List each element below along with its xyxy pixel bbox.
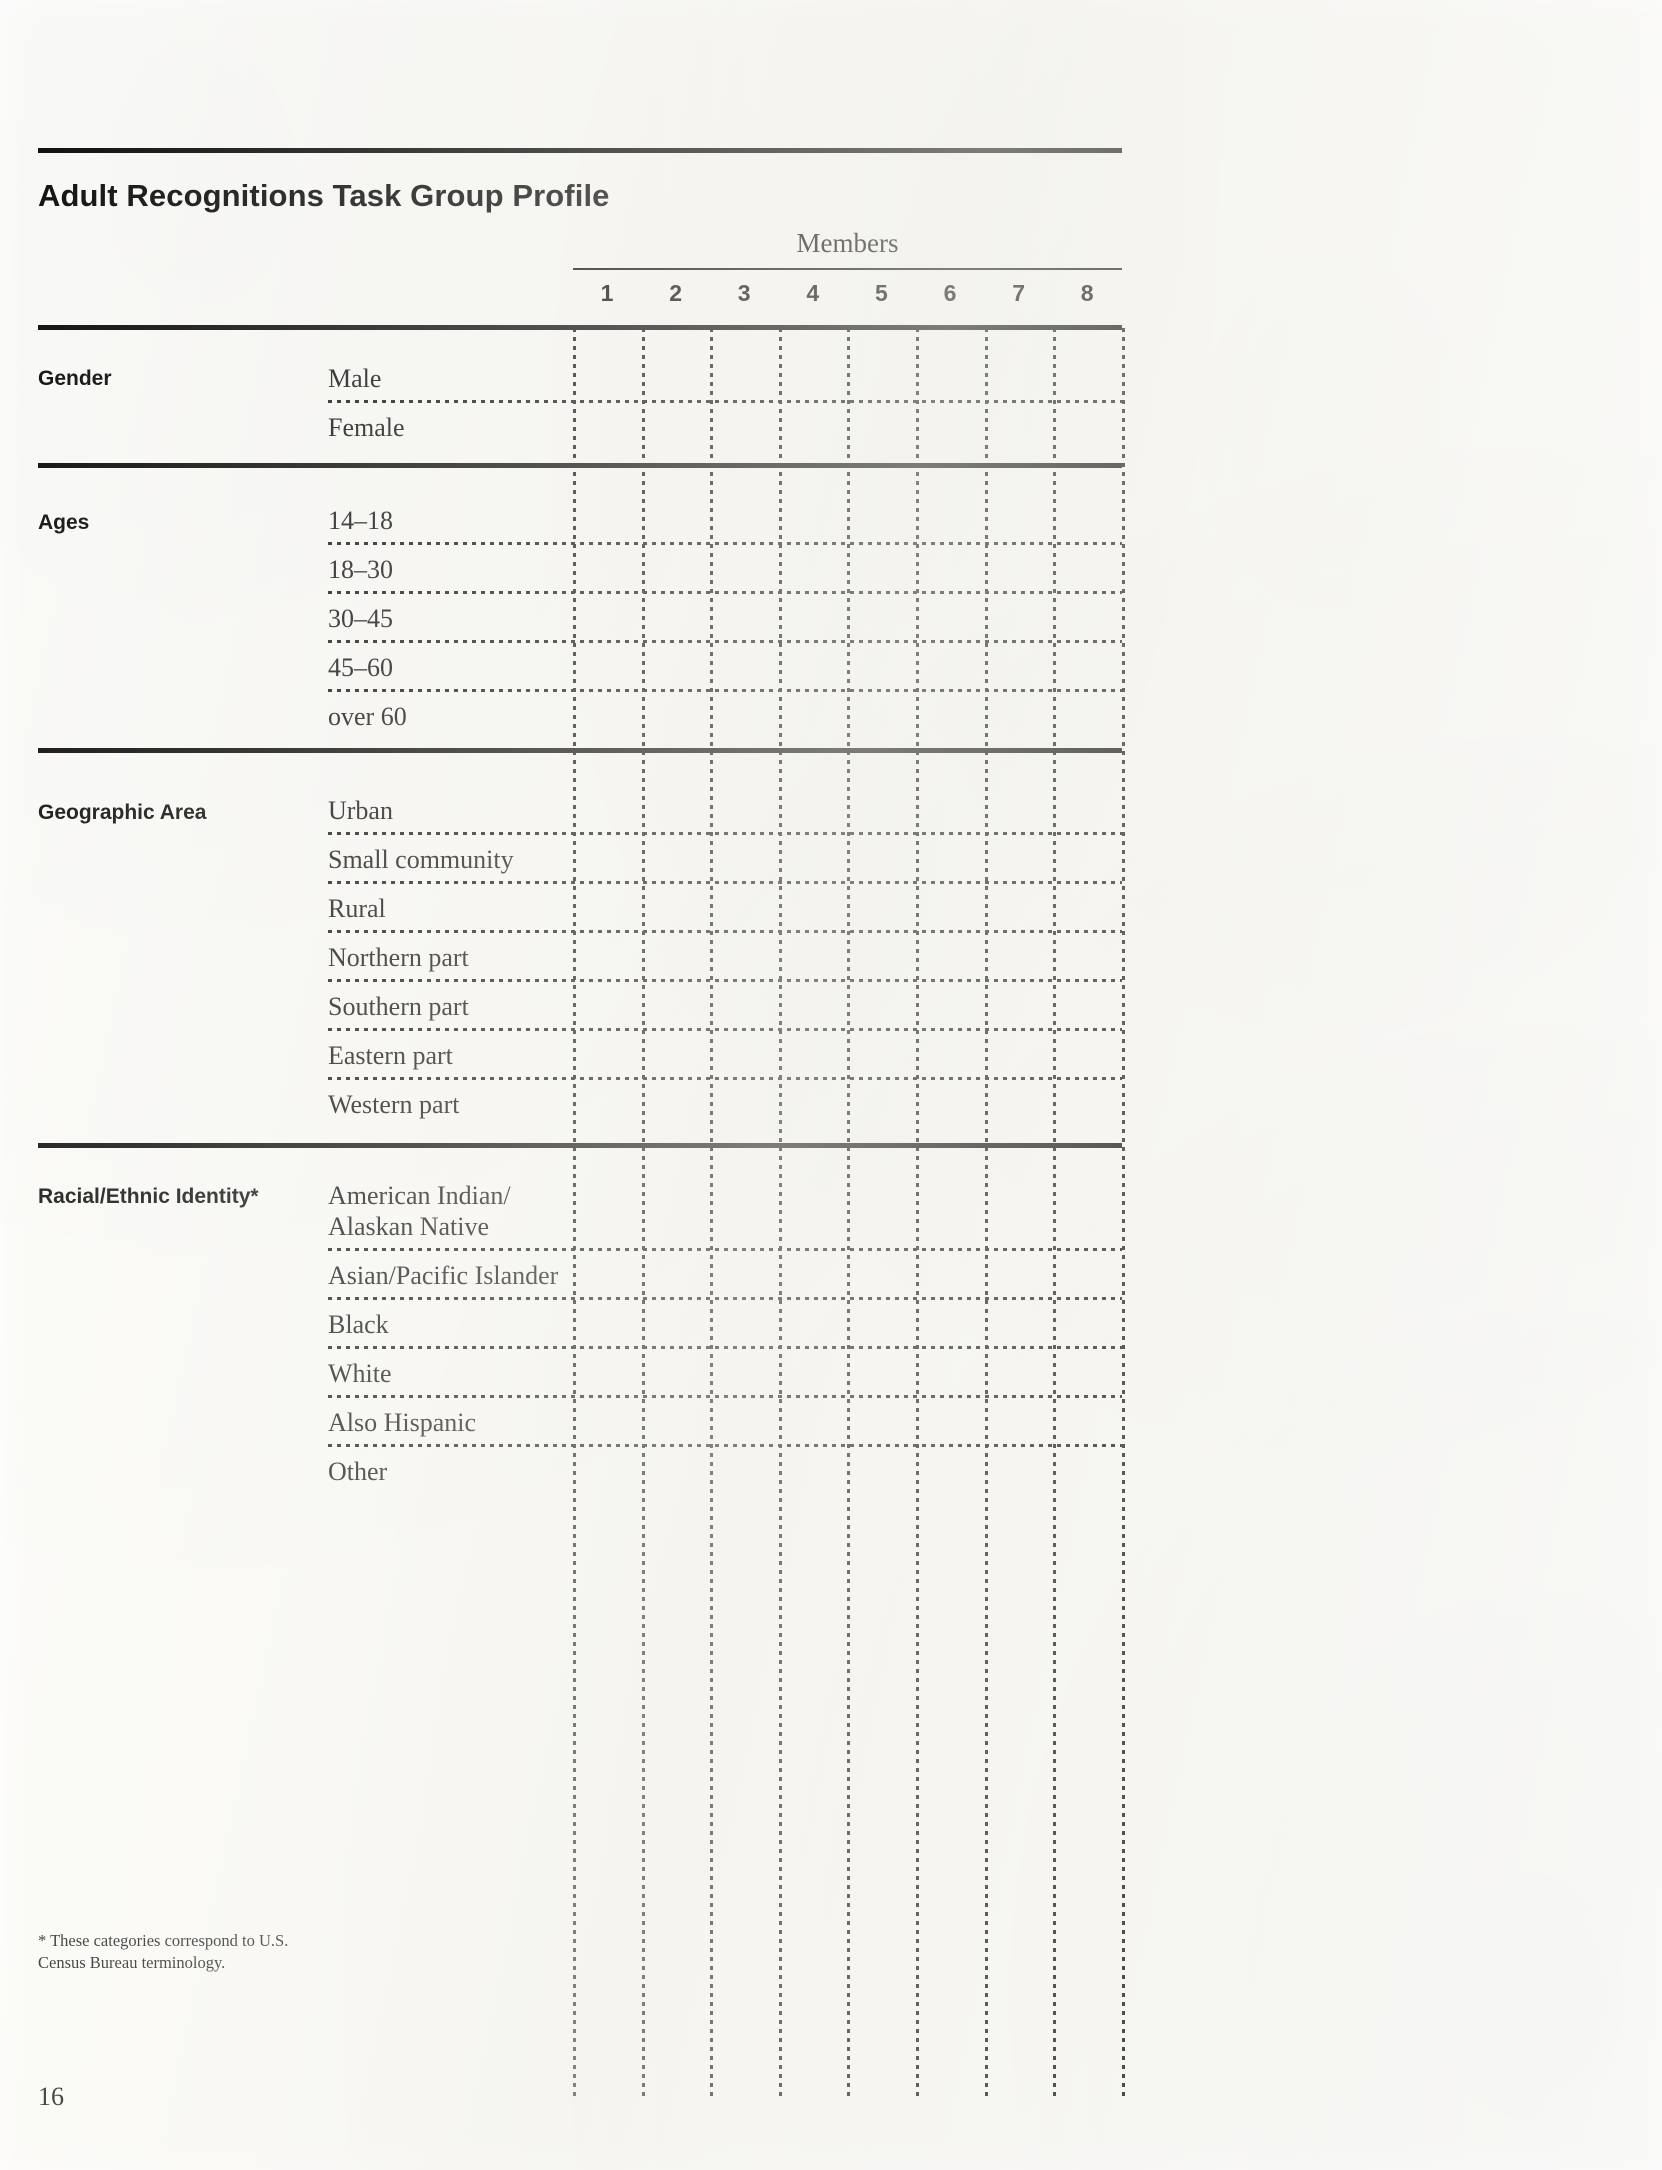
row-label: Southern part <box>328 992 469 1021</box>
row-label: 14–18 <box>328 506 393 535</box>
row-label: American Indian/ Alaskan Native <box>328 1181 511 1241</box>
row-label: White <box>328 1359 392 1388</box>
members-column-group-header: Members <box>796 228 899 258</box>
member-column-number: 2 <box>669 280 682 306</box>
row-label: Eastern part <box>328 1041 453 1070</box>
section-label: Ages <box>38 511 90 534</box>
row-label: Northern part <box>328 943 469 972</box>
row-separator <box>328 542 1122 545</box>
row-separator <box>328 1248 1122 1251</box>
rule-below-gender <box>38 463 1122 468</box>
row-separator <box>328 400 1122 403</box>
rule-under-column-numbers <box>38 325 1122 330</box>
member-column-number: 7 <box>1012 280 1025 306</box>
row-separator <box>328 1077 1122 1080</box>
row-separator <box>328 930 1122 933</box>
rule-under-members <box>573 268 1122 270</box>
member-column-number: 8 <box>1080 280 1094 306</box>
member-column-number: 3 <box>737 280 751 306</box>
member-column-number: 1 <box>600 280 614 306</box>
row-label: over 60 <box>328 702 407 731</box>
member-column-number: 4 <box>806 280 820 306</box>
row-separator <box>328 1297 1122 1300</box>
row-label: 30–45 <box>328 604 393 633</box>
row-separator <box>328 1444 1122 1447</box>
row-label: Asian/Pacific Islander <box>328 1261 559 1290</box>
section-label: Racial/Ethnic Identity* <box>38 1185 259 1208</box>
rule-below-geographic-area <box>38 1143 1122 1148</box>
section-label: Gender <box>38 367 112 390</box>
row-label: Urban <box>328 796 393 825</box>
row-label: Black <box>328 1310 389 1339</box>
member-column-number: 6 <box>943 280 957 306</box>
row-label: Also Hispanic <box>328 1408 477 1437</box>
row-separator <box>328 979 1122 982</box>
row-separator <box>328 640 1122 643</box>
row-separator <box>328 1028 1122 1031</box>
row-label: Small community <box>328 845 514 874</box>
row-label: 18–30 <box>328 555 393 584</box>
section-label: Geographic Area <box>38 801 207 824</box>
row-separator <box>328 1395 1122 1398</box>
page-title: Adult Recognitions Task Group Profile <box>38 178 610 213</box>
row-label: Other <box>328 1457 388 1486</box>
rule-above-title <box>38 148 1122 153</box>
member-column-number: 5 <box>874 280 888 306</box>
column-gridline <box>1121 328 1125 2096</box>
footnote: * These categories correspond to U.S. Ce… <box>38 1931 289 1972</box>
row-label: 45–60 <box>328 653 393 682</box>
row-label: Western part <box>328 1090 460 1119</box>
page-number: 16 <box>38 2082 64 2111</box>
rule-below-ages <box>38 748 1122 753</box>
row-label: Male <box>328 364 382 393</box>
member-column-numbers: 1 2 3 4 5 6 7 8 <box>573 280 1122 322</box>
row-separator <box>328 689 1122 692</box>
row-separator <box>328 881 1122 884</box>
row-label: Rural <box>328 894 386 923</box>
row-separator <box>328 591 1122 594</box>
row-label: Female <box>328 413 405 442</box>
row-separator <box>328 832 1122 835</box>
row-separator <box>328 1346 1122 1349</box>
